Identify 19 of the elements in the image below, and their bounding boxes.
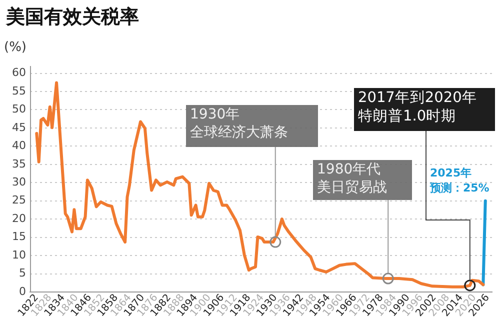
y-tick-label: 60 bbox=[12, 66, 26, 80]
annotation: 1930年全球经济大萧条 bbox=[190, 106, 288, 141]
annotation: 2025年预测：25% bbox=[429, 166, 490, 194]
annotation: 1980年代美日贸易战 bbox=[317, 162, 387, 196]
y-tick-label: 15 bbox=[12, 230, 26, 244]
y-tick-label: 30 bbox=[12, 176, 26, 189]
annotation: 2017年到2020年特朗普1.0时期 bbox=[358, 89, 477, 125]
y-tick-label: 20 bbox=[12, 212, 26, 225]
y-tick-label: 45 bbox=[12, 120, 26, 134]
chart-title: 美国有效关税率 bbox=[6, 5, 139, 30]
y-tick-label: 10 bbox=[12, 248, 26, 262]
y-tick-label: 50 bbox=[12, 102, 26, 116]
y-tick-label: 25 bbox=[12, 194, 26, 207]
y-tick-label: 40 bbox=[12, 139, 26, 152]
y-tick-label: 5 bbox=[19, 266, 26, 280]
y-tick-label: 35 bbox=[12, 157, 26, 170]
y-tick-label: 0 bbox=[19, 284, 26, 298]
y-axis-title: (%) bbox=[4, 40, 26, 55]
y-tick-label: 55 bbox=[12, 84, 26, 98]
